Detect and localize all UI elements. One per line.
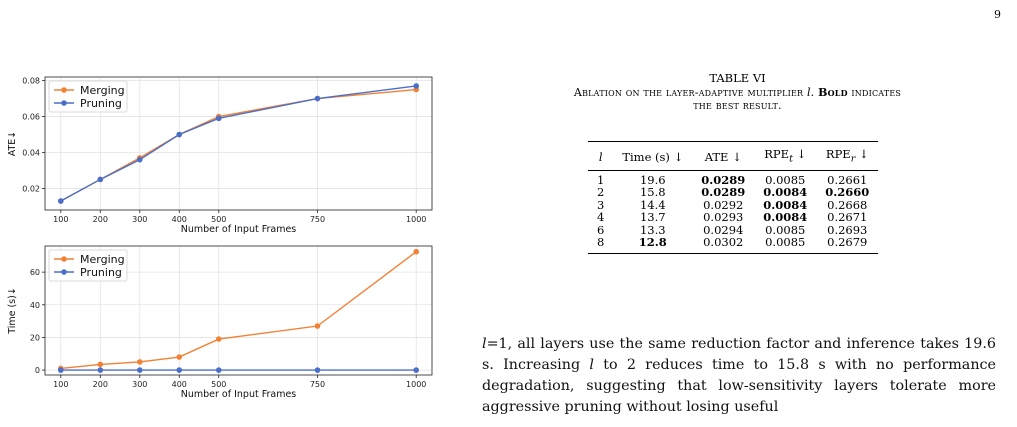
legend-label: Pruning: [80, 97, 122, 110]
data-point-merging: [413, 248, 420, 255]
x-tick-label: 1000: [406, 380, 426, 389]
y-tick-label: 0.02: [22, 184, 40, 193]
ablation-table: l Time (s) ↓ ATE ↓ RPEt ↓ RPEr ↓ 1 19.6 …: [588, 141, 879, 254]
x-tick-label: 300: [132, 380, 147, 389]
ate-chart: 100 200 300 400 500 750 1000 0.02 0.04 0.06 0.08 Nu…: [7, 76, 433, 235]
legend-box: [48, 249, 128, 282]
x-tick-label: 400: [172, 215, 187, 224]
legend-label: Merging: [80, 253, 125, 266]
legend-marker: [61, 269, 67, 275]
legend-box: [48, 80, 128, 113]
data-point-pruning: [413, 83, 420, 89]
table-row: 4 13.7 0.0293 0.0084 0.2671: [597, 210, 868, 225]
x-tick-label: 200: [93, 380, 108, 389]
data-point-pruning: [314, 95, 321, 102]
x-tick-label: 500: [211, 215, 226, 224]
x-tick-label: 100: [53, 215, 68, 224]
x-axis-label: Number of Input Frames: [181, 389, 297, 400]
table-row: 1 19.6 0.0289 0.0085 0.2661: [597, 172, 868, 187]
legend-marker: [61, 87, 67, 93]
time-chart: 100 200 300 400 500 750 1000 0 20 40 60 Number of I…: [7, 245, 433, 400]
data-point-merging: [136, 359, 143, 365]
header-l: l: [598, 149, 603, 164]
y-tick-label: 0: [35, 366, 40, 375]
table-row: 2 15.8 0.0289 0.0084 0.2660: [597, 185, 870, 200]
data-point-pruning: [176, 367, 183, 373]
data-point-pruning: [136, 367, 143, 373]
data-point-merging: [314, 323, 321, 329]
table-row: 8 12.8 0.0302 0.0085 0.2679: [597, 235, 868, 250]
data-point-pruning: [136, 156, 143, 163]
page-number: 9: [994, 8, 1001, 21]
body-paragraph: l=1, all layers use the same reduction f…: [482, 336, 997, 415]
x-tick-label: 100: [53, 380, 68, 389]
caption-line-1: Ablation on the layer-adaptive multiplie…: [573, 86, 902, 99]
legend-marker: [61, 100, 67, 106]
data-point-pruning: [413, 367, 420, 373]
header-ate: ATE ↓: [704, 149, 742, 164]
table-row: 6 13.3 0.0294 0.0085 0.2693: [597, 222, 868, 237]
y-tick-label: 0.04: [22, 148, 40, 157]
data-point-pruning: [97, 367, 104, 373]
y-tick-label: 0.08: [22, 77, 40, 86]
data-point-pruning: [57, 198, 64, 204]
table-caption: TABLE VI Ablation on the layer-adaptive …: [485, 71, 990, 113]
x-tick-label: 750: [310, 215, 325, 224]
header-time: Time (s) ↓: [622, 149, 684, 164]
x-axis-label: Number of Input Frames: [181, 224, 297, 235]
legend-marker: [61, 256, 67, 262]
table-row: 3 14.4 0.0292 0.0084 0.2668: [597, 197, 868, 212]
x-tick-label: 200: [93, 215, 108, 224]
y-tick-label: 0.06: [22, 113, 40, 122]
data-point-pruning: [57, 367, 64, 373]
caption-line-2: the best result.: [693, 99, 782, 112]
data-point-merging: [97, 361, 104, 368]
table-header-row: l Time (s) ↓ ATE ↓ RPEt ↓ RPEr ↓: [588, 142, 879, 171]
y-tick-label: 20: [30, 333, 40, 342]
x-tick-label: 1000: [406, 215, 426, 224]
x-tick-label: 400: [172, 380, 187, 389]
plot-frame: [44, 76, 433, 211]
header-rpe-r: RPEr ↓: [825, 147, 869, 165]
x-tick-label: 500: [211, 380, 226, 389]
y-axis-label: ATE↓: [7, 131, 18, 157]
data-point-pruning: [176, 131, 183, 138]
y-tick-label: 40: [30, 301, 40, 310]
data-point-pruning: [97, 176, 104, 183]
y-axis-label: Time (s)↓: [7, 287, 18, 335]
data-point-pruning: [314, 367, 321, 373]
data-point-merging: [176, 354, 183, 360]
data-point-pruning: [215, 367, 222, 373]
x-tick-label: 750: [310, 380, 325, 389]
table-number: TABLE VI: [709, 71, 766, 85]
header-rpe-t: RPEt ↓: [764, 147, 807, 165]
data-point-merging: [215, 336, 222, 342]
legend-label: Merging: [80, 84, 125, 97]
plot-frame: [44, 245, 433, 376]
data-point-pruning: [215, 115, 222, 122]
legend-label: Pruning: [80, 266, 122, 279]
y-tick-label: 60: [30, 268, 40, 277]
x-tick-label: 300: [132, 215, 147, 224]
